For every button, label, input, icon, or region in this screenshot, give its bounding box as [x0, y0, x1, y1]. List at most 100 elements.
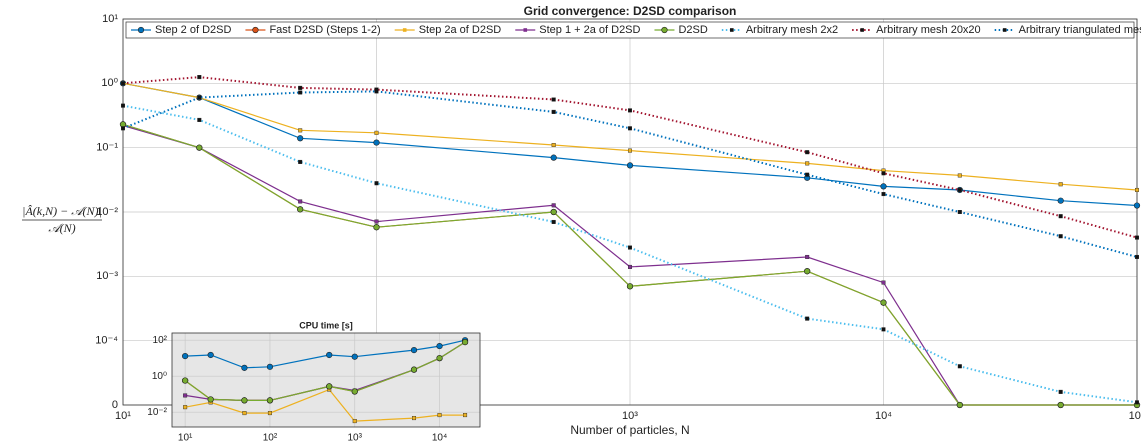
- data-point: [410, 347, 418, 354]
- legend-label: Arbitrary mesh 20x20: [876, 24, 981, 36]
- data-point: [551, 97, 556, 102]
- data-point: [120, 81, 125, 86]
- legend-label: D2SD: [678, 24, 707, 36]
- data-point: [1134, 187, 1139, 192]
- data-point: [241, 397, 248, 404]
- data-point: [1134, 235, 1139, 240]
- legend-marker: [252, 26, 259, 34]
- data-point: [805, 172, 810, 177]
- data-point: [880, 183, 887, 190]
- data-point: [241, 364, 248, 371]
- data-point: [120, 126, 125, 131]
- data-point: [550, 208, 557, 216]
- data-point: [1133, 202, 1141, 209]
- legend-marker: [730, 28, 734, 32]
- y-tick-label: 10¹: [102, 13, 118, 25]
- legend-marker: [1002, 28, 1007, 32]
- data-point: [412, 416, 417, 421]
- data-point: [956, 401, 963, 409]
- data-point: [550, 154, 557, 161]
- data-point: [298, 128, 303, 133]
- data-point: [374, 89, 379, 94]
- data-point: [374, 181, 379, 186]
- data-point: [182, 377, 189, 384]
- data-point: [297, 135, 304, 142]
- y-tick-label: 0: [112, 399, 118, 411]
- y-tick-label: 10⁻¹: [96, 142, 118, 154]
- axes-frame: [122, 18, 1138, 406]
- y-tick-label: 10⁰: [152, 371, 167, 382]
- x-tick-label: 10³: [622, 410, 638, 422]
- data-point: [626, 162, 634, 169]
- data-point: [266, 397, 274, 404]
- data-point: [463, 413, 468, 418]
- data-point: [374, 219, 379, 224]
- y-tick-label: 10²: [153, 335, 168, 346]
- chart-title: Grid convergence: D2SD comparison: [524, 4, 737, 18]
- data-point: [1058, 182, 1063, 187]
- x-tick-label: 10³: [348, 433, 363, 442]
- data-point: [551, 109, 556, 114]
- data-point: [957, 364, 962, 369]
- data-point: [196, 144, 203, 151]
- legend-box: [125, 21, 1135, 39]
- data-point: [805, 161, 810, 166]
- data-point: [881, 192, 886, 197]
- plot-background: [172, 333, 480, 427]
- data-point: [197, 75, 202, 80]
- legend-label: Arbitrary mesh 2x2: [746, 24, 838, 36]
- data-point: [373, 139, 380, 146]
- data-point: [805, 254, 810, 259]
- legend-label: Step 2a of D2SD: [419, 24, 502, 36]
- data-point: [207, 396, 214, 403]
- data-point: [957, 209, 962, 214]
- data-point: [804, 268, 811, 275]
- data-point: [351, 388, 358, 395]
- legend-marker: [860, 28, 864, 32]
- data-point: [183, 393, 188, 398]
- legend-label: Step 1 + 2a of D2SD: [539, 24, 640, 36]
- data-point: [628, 245, 633, 250]
- data-point: [436, 342, 443, 350]
- data-point: [183, 405, 188, 410]
- data-point: [881, 280, 886, 285]
- axes-frame: [171, 332, 481, 428]
- legend-label: Step 2 of D2SD: [155, 24, 231, 36]
- y-tick-label: 10⁻²: [96, 206, 118, 218]
- data-point: [1134, 254, 1139, 259]
- data-point: [373, 224, 380, 231]
- data-point: [881, 171, 886, 176]
- data-point: [805, 316, 810, 321]
- data-point: [326, 351, 333, 359]
- data-point: [326, 383, 333, 390]
- data-point: [628, 264, 633, 269]
- data-point: [957, 173, 962, 178]
- data-point: [551, 203, 556, 208]
- data-point: [551, 219, 556, 224]
- x-tick-label: 10²: [263, 433, 278, 442]
- data-point: [298, 159, 303, 164]
- y-tick-label: 10⁻⁴: [95, 335, 118, 347]
- y-tick-label: 10⁻³: [96, 270, 118, 282]
- data-point: [207, 351, 214, 359]
- data-point: [298, 199, 303, 204]
- data-point: [120, 103, 125, 108]
- data-point: [352, 419, 357, 424]
- x-tick-label: 10⁵: [1129, 410, 1141, 422]
- data-point: [182, 353, 189, 360]
- legend-marker: [523, 28, 528, 32]
- legend-marker: [137, 26, 145, 34]
- data-point: [461, 339, 469, 346]
- data-point: [626, 283, 634, 290]
- data-point: [297, 206, 304, 213]
- data-point: [880, 299, 887, 306]
- data-point: [805, 150, 810, 155]
- legend-marker: [661, 26, 668, 34]
- data-point: [351, 353, 358, 360]
- data-point: [628, 148, 633, 153]
- x-axis-label: Number of particles, N: [570, 423, 689, 437]
- data-point: [437, 413, 442, 418]
- chart-title: CPU time [s]: [299, 320, 353, 330]
- data-point: [957, 187, 962, 192]
